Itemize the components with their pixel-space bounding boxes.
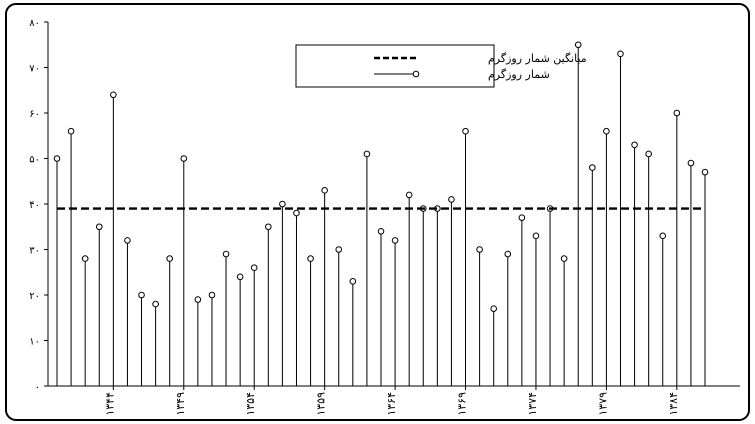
stem-marker — [349, 278, 357, 285]
y-tick-label: ۳۰ — [29, 246, 40, 257]
y-tick-label: ۱۰ — [29, 337, 40, 348]
stem-marker — [448, 196, 455, 203]
stem-marker — [152, 300, 159, 308]
y-tick-label: ۶۰ — [29, 109, 40, 120]
stem-marker — [166, 255, 173, 262]
stem-marker — [180, 155, 188, 162]
x-tick-label: ۱۳۵۹ — [315, 392, 328, 416]
legend-mean-label: میانگین شمار روزگرم — [488, 52, 587, 65]
stem-marker — [405, 191, 413, 199]
y-tick-label: ۷۰ — [29, 64, 40, 75]
stem-marker — [560, 255, 568, 262]
x-tick-label: ۱۳۴۴ — [103, 392, 116, 416]
legend-box — [295, 44, 495, 88]
stem-marker — [589, 164, 596, 171]
stem-marker — [279, 200, 286, 208]
x-tick-label: ۱۳۶۹ — [456, 392, 469, 416]
stem-marker — [67, 127, 75, 135]
y-tick-label: ۸۰ — [29, 18, 40, 29]
legend-stem-marker — [412, 70, 420, 78]
x-tick-label: ۱۳۸۴ — [667, 392, 680, 416]
stem-marker — [687, 159, 695, 167]
stem-marker — [236, 273, 244, 281]
y-tick-label: ۴۰ — [29, 200, 40, 211]
x-ticks: ۱۳۴۴ ۱۳۴۹ ۱۳۵۴ ۱۳۵۹ ۱۳۶۴ ۱۳۶۹ ۱۳۷۴ ۱۳۷۹ ۱۳۸۴ — [103, 386, 680, 416]
stem-marker — [265, 223, 272, 231]
legend-stem-label: شمار روزگرم — [488, 68, 550, 81]
stem-marker — [518, 214, 526, 221]
stems — [53, 41, 709, 386]
stem-marker — [617, 50, 624, 58]
stem-marker — [603, 127, 610, 135]
stem-marker — [194, 296, 202, 303]
stem-marker — [293, 209, 300, 217]
stem-marker — [391, 237, 399, 244]
stem-marker — [53, 155, 61, 162]
x-tick-label: ۱۳۷۹ — [596, 392, 609, 416]
stem-marker — [138, 291, 145, 299]
stem-marker — [81, 255, 89, 262]
stem-marker — [363, 150, 371, 158]
stem-marker — [307, 255, 314, 262]
stem-marker — [124, 237, 131, 244]
y-tick-label: ۰ — [35, 382, 40, 393]
chart-border — [5, 3, 750, 421]
stem-marker — [321, 187, 328, 194]
stem-marker — [673, 109, 681, 117]
stem-marker — [335, 246, 343, 253]
stem-marker — [462, 127, 469, 135]
y-tick-label: ۲۰ — [29, 291, 40, 302]
stem-marker — [110, 91, 117, 99]
x-tick-label: ۱۳۶۴ — [385, 392, 398, 416]
stem-marker — [95, 223, 103, 231]
stem-marker — [250, 264, 258, 272]
stem-marker — [574, 41, 582, 49]
stem-marker — [490, 305, 497, 312]
stem-marker — [476, 246, 483, 253]
stem-marker — [532, 232, 540, 240]
stem-marker — [701, 168, 709, 176]
stem-marker — [377, 228, 385, 235]
stem-marker — [645, 150, 652, 158]
x-tick-label: ۱۳۷۴ — [526, 392, 539, 416]
y-tick-label: ۵۰ — [29, 155, 40, 166]
x-tick-label: ۱۳۵۴ — [244, 392, 257, 416]
stem-marker — [659, 232, 667, 240]
legend: میانگین شمار روزگرم شمار روزگرم — [295, 44, 587, 88]
y-ticks: ۰ ۱۰ ۲۰ ۳۰ ۴۰ ۵۰ ۶۰ ۷۰ ۸۰ — [29, 18, 48, 393]
stem-marker — [222, 250, 230, 258]
stem-marker — [208, 291, 216, 299]
stem-marker — [631, 141, 638, 149]
stem-marker — [504, 250, 512, 258]
x-tick-label: ۱۳۴۹ — [174, 392, 187, 416]
